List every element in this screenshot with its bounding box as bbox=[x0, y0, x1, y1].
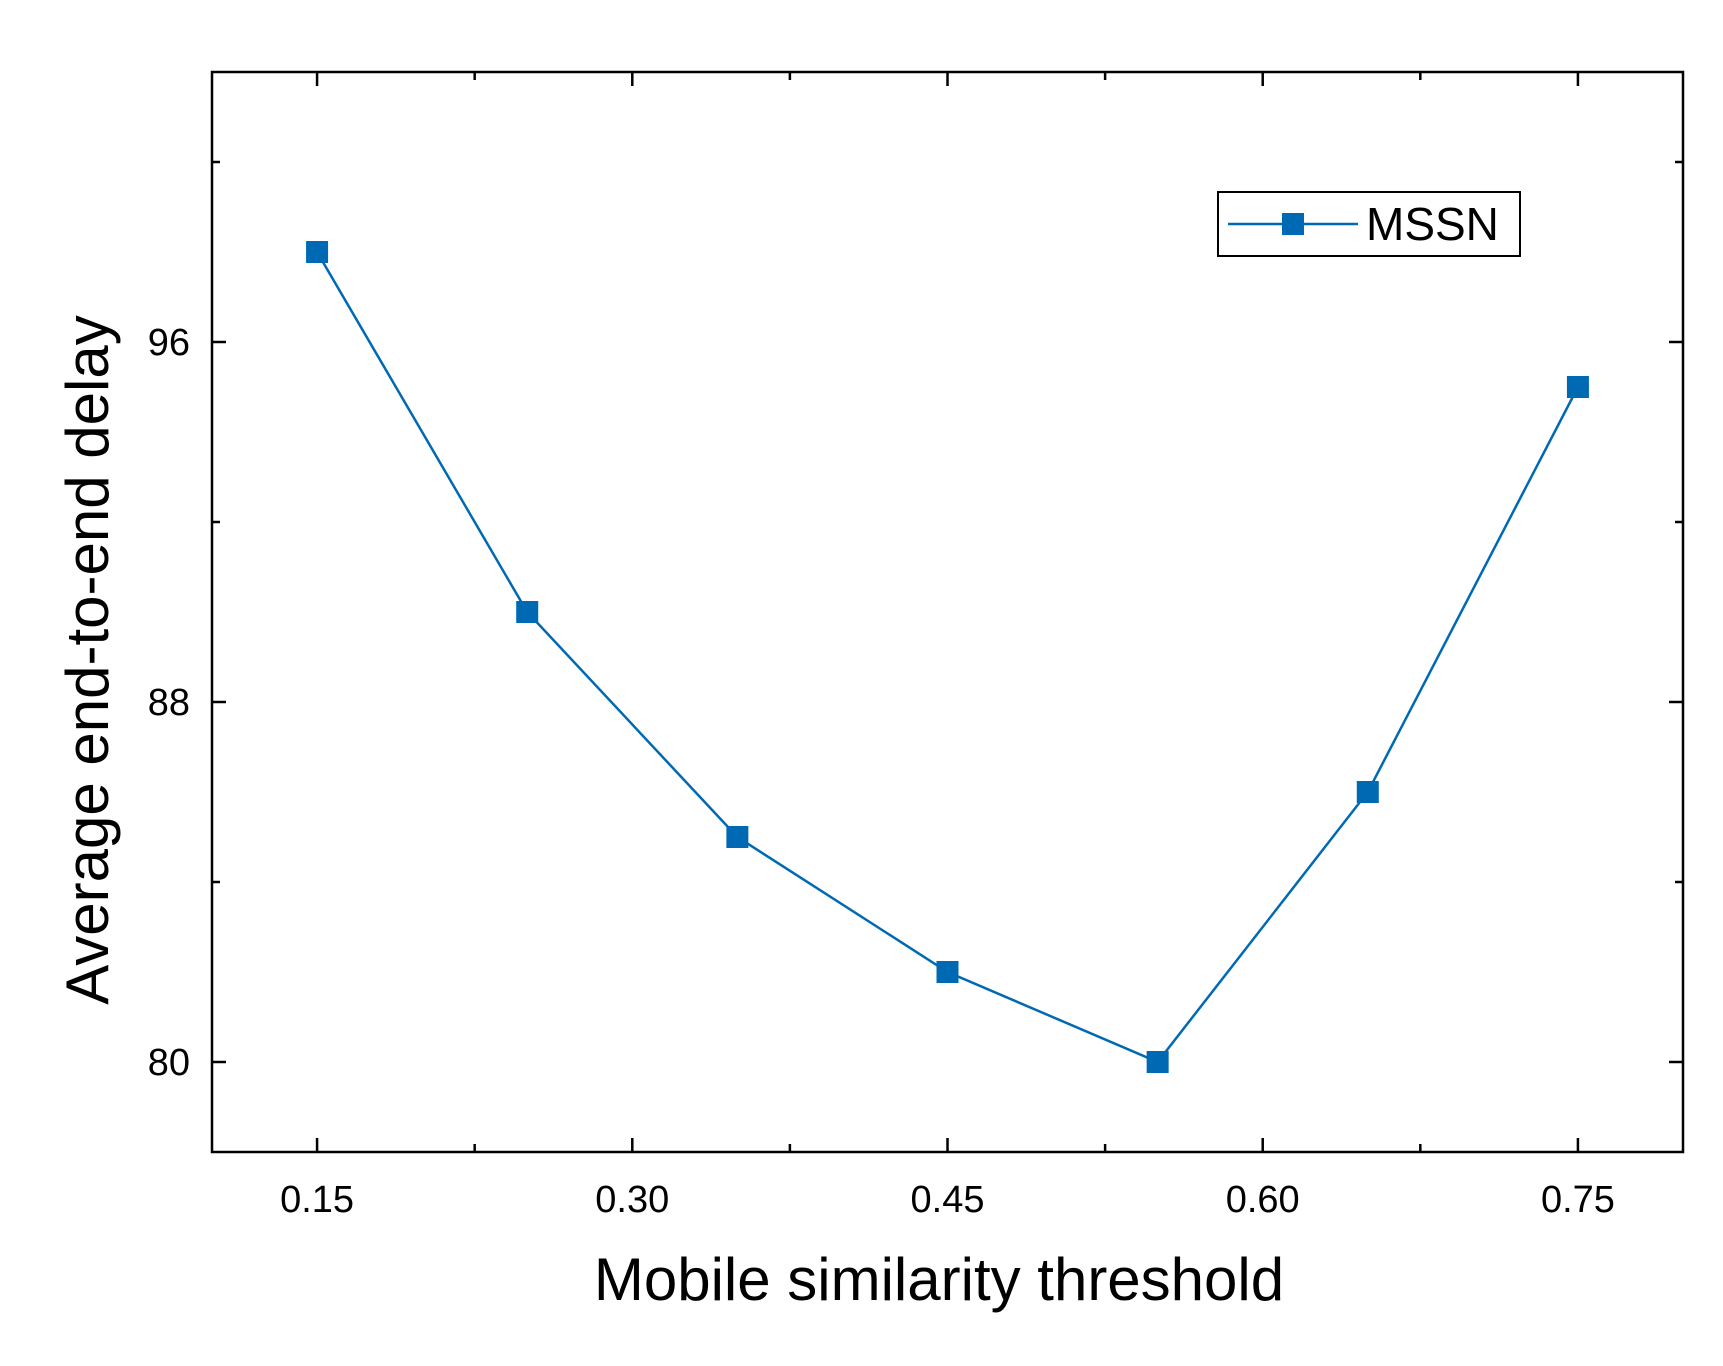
legend-marker bbox=[1282, 213, 1304, 235]
data-point bbox=[1146, 1051, 1169, 1073]
axis-ticks: 0.15 0.30 0.45 0.60 0.75 80 88 96 bbox=[148, 72, 1683, 1221]
y-tick-label: 96 bbox=[148, 322, 190, 364]
x-tick-label: 0.15 bbox=[280, 1179, 354, 1221]
series-layer bbox=[306, 241, 1589, 1073]
legend-label: MSSN bbox=[1366, 198, 1499, 250]
data-point bbox=[1356, 781, 1379, 803]
legend: MSSN bbox=[1217, 191, 1521, 257]
x-tick-label: 0.75 bbox=[1541, 1179, 1615, 1221]
x-tick-label: 0.45 bbox=[911, 1179, 985, 1221]
y-tick-label: 80 bbox=[148, 1042, 190, 1084]
data-point bbox=[936, 961, 959, 983]
data-point bbox=[1566, 376, 1589, 398]
x-tick-label: 0.30 bbox=[595, 1179, 669, 1221]
data-point bbox=[516, 601, 539, 623]
x-tick-label: 0.60 bbox=[1226, 1179, 1300, 1221]
series-line-mssn bbox=[315, 251, 1580, 1064]
data-point bbox=[726, 826, 749, 848]
y-tick-label: 88 bbox=[148, 682, 190, 724]
y-axis-title: Average end-to-end delay bbox=[54, 315, 121, 1004]
data-point bbox=[306, 241, 329, 263]
x-axis-title: Mobile similarity threshold bbox=[594, 1246, 1284, 1313]
